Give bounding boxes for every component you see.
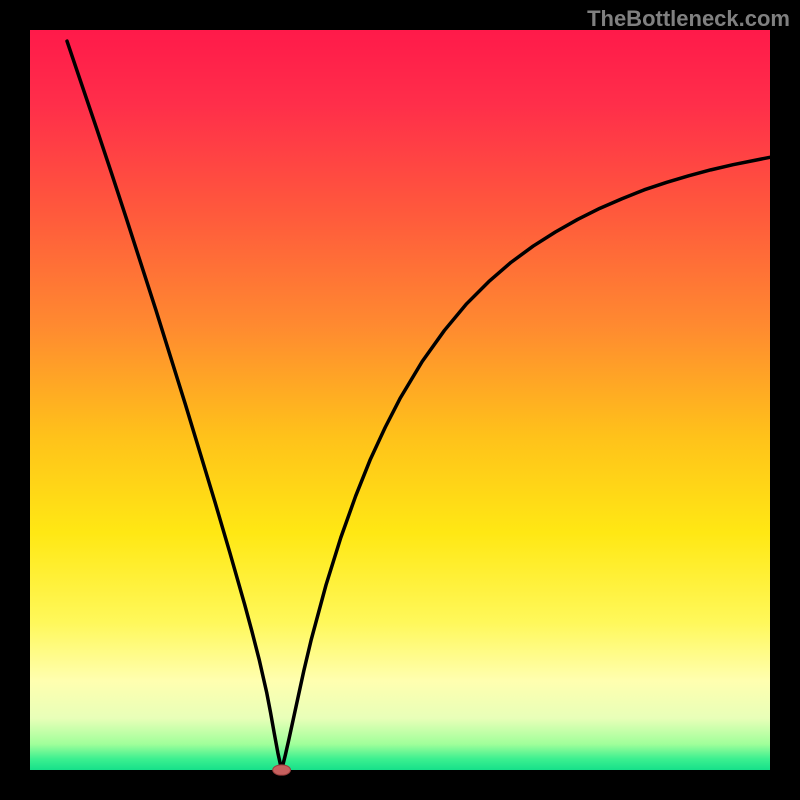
watermark-label: TheBottleneck.com [587, 6, 790, 32]
bottleneck-chart: TheBottleneck.com [0, 0, 800, 800]
chart-svg [0, 0, 800, 800]
optimal-marker [273, 765, 291, 775]
